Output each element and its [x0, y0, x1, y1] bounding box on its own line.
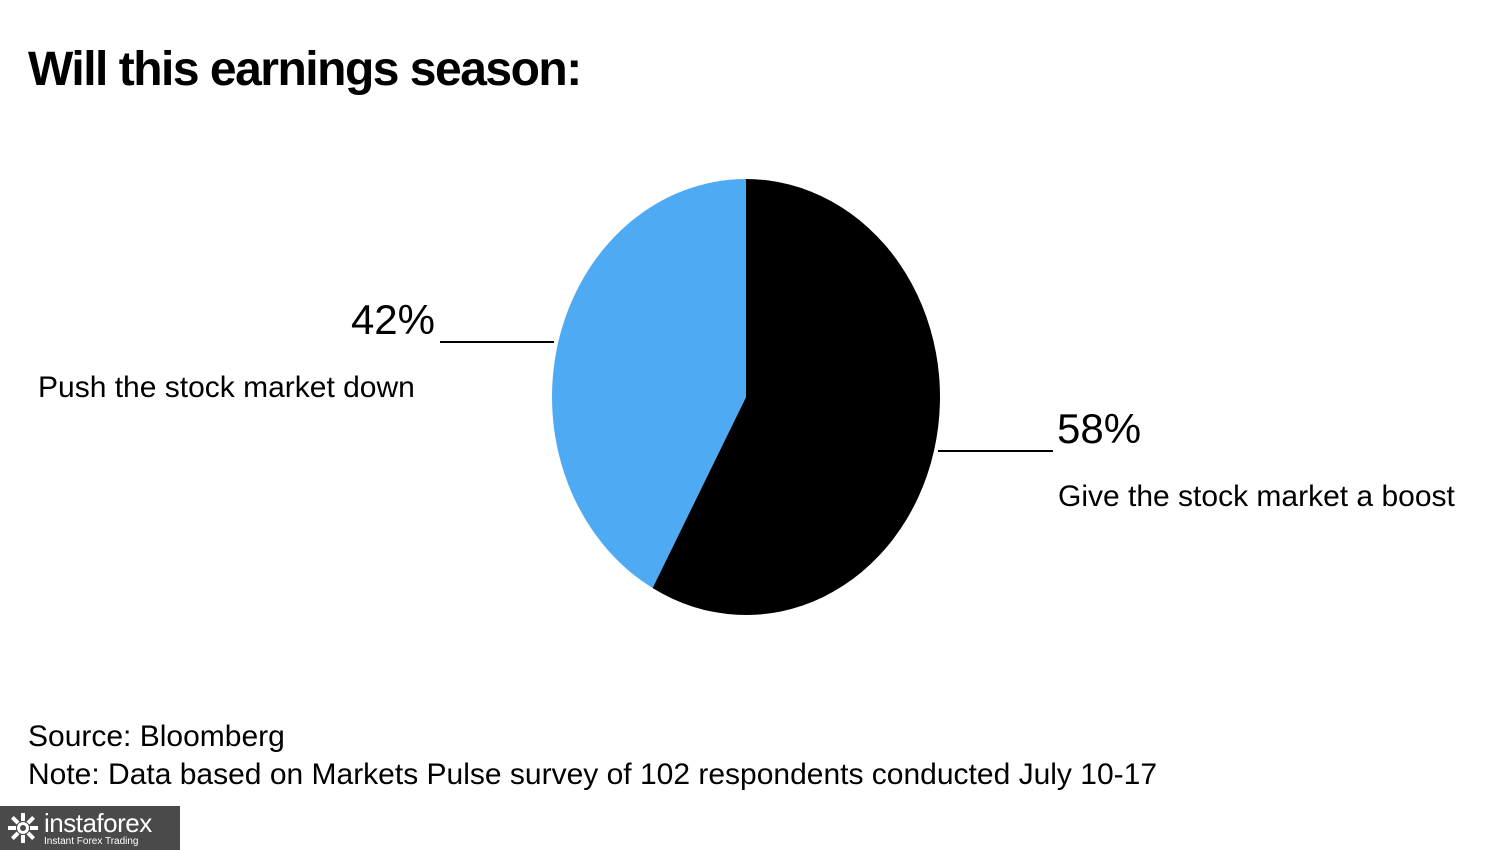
value-label-down: 42%: [351, 296, 435, 343]
value-label-boost: 58%: [1057, 405, 1141, 452]
watermark-text: instaforex Instant Forex Trading: [44, 810, 152, 847]
source-text: Source: Bloomberg: [28, 720, 285, 753]
category-label-down: Push the stock market down: [38, 371, 415, 404]
category-label-boost: Give the stock market a boost: [1058, 480, 1456, 513]
pie-chart: 42% Push the stock market down 58% Give …: [38, 179, 1456, 615]
pie-slices: [552, 179, 941, 615]
watermark-name: instaforex: [44, 807, 152, 838]
pie-slice-push-down: [552, 179, 746, 589]
watermark-logo: instaforex Instant Forex Trading: [0, 806, 180, 850]
note-text: Note: Data based on Markets Pulse survey…: [28, 758, 1157, 791]
pie-slice-boost: [652, 179, 941, 615]
watermark-tagline: Instant Forex Trading: [44, 835, 139, 847]
instaforex-logo-icon: [8, 813, 38, 843]
chart-title: Will this earnings season:: [28, 43, 582, 96]
